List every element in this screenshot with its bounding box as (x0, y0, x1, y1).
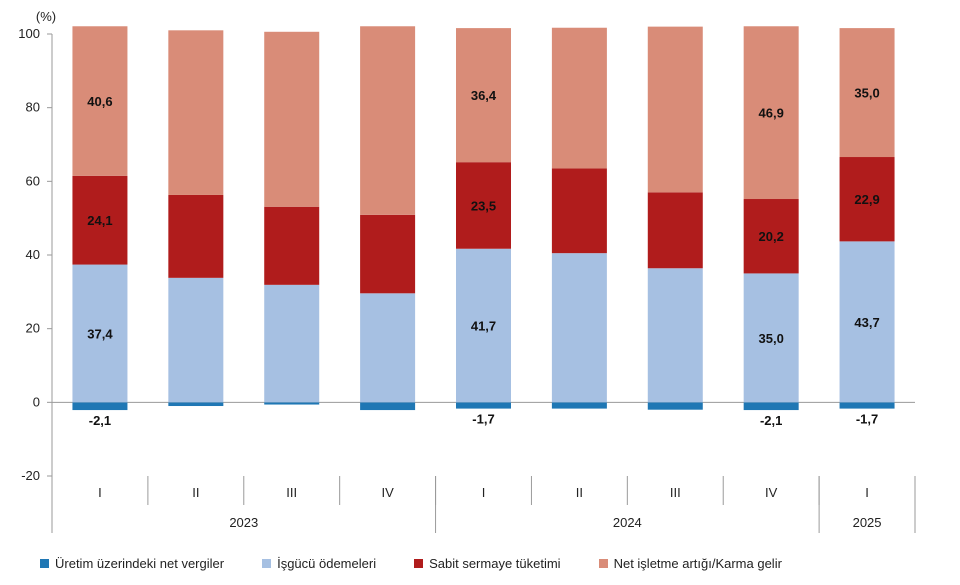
y-tick-label: 60 (26, 173, 40, 188)
bar-segment-s0-c7 (743, 402, 799, 411)
bar-segment-s0-c0 (72, 402, 128, 411)
data-label: 40,6 (87, 94, 112, 109)
bar-segment-s1-c3 (360, 293, 416, 403)
stacked-bar-chart: (%) -20 0 20 40 60 80 100 -2,1 -1,7 -2,1 -1,7 37,4 41… (18, 9, 916, 533)
data-label: 24,1 (87, 213, 112, 228)
data-label: -2,1 (89, 413, 111, 428)
x-category-label: I (482, 485, 486, 500)
data-label: 43,7 (854, 315, 879, 330)
bar-segment-s1-c5 (551, 253, 607, 403)
bar-segment-s0-c3 (360, 402, 416, 411)
data-label: 41,7 (471, 319, 496, 334)
x-year-label: 2025 (853, 515, 882, 530)
data-label: 37,4 (87, 326, 113, 341)
bar-segment-s3-c6 (647, 26, 703, 193)
y-tick-label: 0 (33, 394, 40, 409)
y-tick-label: 20 (26, 321, 40, 336)
bar-segment-s2-c4 (456, 162, 511, 249)
legend-label: Net işletme artığı/Karma gelir (613, 556, 782, 571)
y-axis-unit-label: (%) (36, 9, 56, 24)
legend-item: Sabit sermaye tüketimi (414, 556, 561, 571)
y-tick-label: -20 (21, 468, 40, 483)
x-category-label: II (576, 485, 583, 500)
bar-segment-s2-c0 (72, 175, 128, 265)
legend-swatch (414, 559, 424, 568)
y-tick-label: 100 (18, 26, 40, 41)
data-label: -2,1 (760, 413, 782, 428)
bar-segment-s1-c7 (743, 273, 799, 403)
legend: Üretim üzerindeki net vergiler İşgücü öde… (40, 556, 940, 571)
bar-segment-s0-c6 (647, 402, 703, 410)
data-label: -1,7 (856, 412, 878, 427)
bar-segment-s3-c0 (72, 26, 128, 176)
bar-segment-s3-c7 (743, 26, 799, 200)
x-year-label: 2024 (613, 515, 642, 530)
bar-segment-s3-c8 (839, 28, 895, 158)
legend-label: Sabit sermaye tüketimi (429, 556, 561, 571)
bar-segment-s1-c6 (647, 268, 703, 403)
y-tick-label: 40 (26, 247, 40, 262)
x-category-label: IV (381, 485, 394, 500)
data-label: 35,0 (854, 86, 879, 101)
legend-item: İşgücü ödemeleri (262, 556, 376, 571)
bar-segment-s1-c0 (72, 264, 128, 403)
bar-segment-s1-c8 (839, 241, 895, 403)
data-label: 22,9 (854, 192, 879, 207)
legend-item: Üretim üzerindeki net vergiler (40, 556, 224, 571)
bar-segment-s3-c3 (360, 26, 416, 215)
x-category-label: III (670, 485, 681, 500)
bar-segment-s2-c7 (743, 199, 799, 274)
x-category-label: II (192, 485, 199, 500)
legend-swatch (598, 559, 608, 568)
legend-label: Üretim üzerindeki net vergiler (55, 556, 225, 571)
legend-swatch (262, 559, 272, 568)
legend-item: Net işletme artığı/Karma gelir (598, 556, 782, 571)
bar-segment-s1-c4 (456, 248, 511, 403)
data-label: 46,9 (759, 106, 784, 121)
x-category-label: III (286, 485, 297, 500)
legend-label: İşgücü ödemeleri (277, 556, 377, 571)
bar-segment-s0-c1 (168, 402, 224, 407)
bar-segment-s2-c8 (839, 157, 895, 242)
bar-segment-s0-c2 (264, 402, 320, 405)
x-category-label: I (865, 485, 869, 500)
bar-segment-s0-c8 (839, 402, 895, 409)
bar-segment-s2-c5 (551, 168, 607, 254)
bar-segment-s3-c1 (168, 30, 224, 195)
bar-segment-s1-c1 (168, 277, 224, 403)
bar-segment-s1-c2 (264, 284, 320, 403)
bar-segment-s2-c6 (647, 192, 703, 269)
data-label: 20,2 (759, 229, 784, 244)
bar-segment-s3-c5 (551, 27, 607, 169)
bar-segment-s3-c2 (264, 31, 320, 207)
x-year-label: 2023 (229, 515, 258, 530)
bar-segment-s0-c4 (456, 402, 511, 409)
bar-segment-s2-c3 (360, 214, 416, 294)
bar-segment-s2-c2 (264, 206, 320, 285)
bar-segment-s3-c4 (456, 28, 511, 163)
data-label: 23,5 (471, 198, 496, 213)
data-label: 35,0 (759, 331, 784, 346)
bar-segment-s0-c5 (551, 402, 607, 409)
bar-segment-s2-c1 (168, 194, 224, 278)
legend-swatch (40, 559, 49, 568)
x-category-label: I (98, 485, 102, 500)
y-tick-label: 80 (26, 100, 40, 115)
x-category-label: IV (765, 485, 778, 500)
data-label: 36,4 (471, 88, 497, 103)
data-label: -1,7 (472, 412, 494, 427)
